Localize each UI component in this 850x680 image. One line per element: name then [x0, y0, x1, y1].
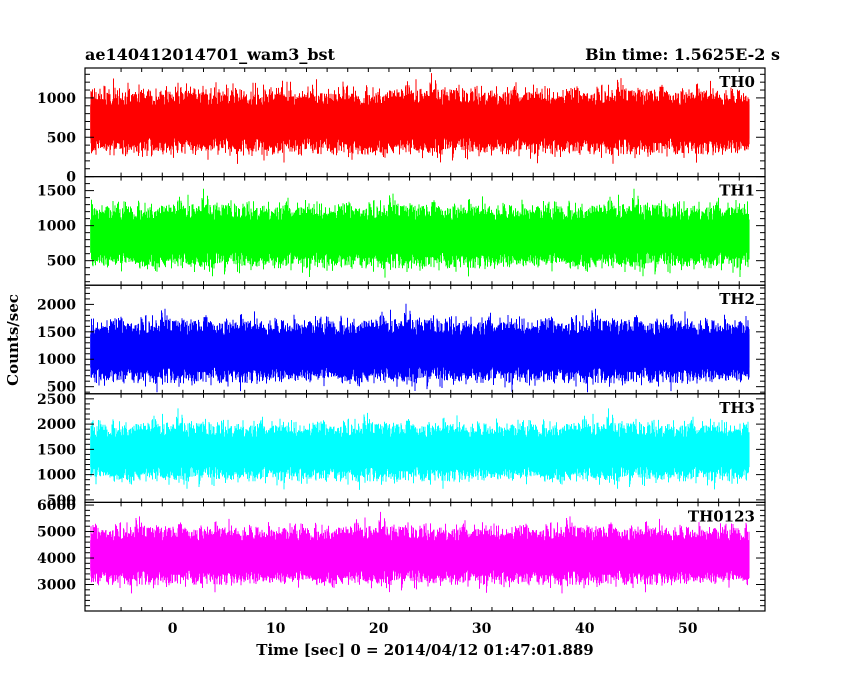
x-axis-label: Time [sec] 0 = 2014/04/12 01:47:01.889: [256, 641, 593, 659]
y-tick-label: 500: [47, 380, 76, 396]
x-tick-label: 40: [575, 621, 595, 637]
series-label-th0123: TH0123: [688, 507, 755, 525]
panels-group: 0 500 1000 TH0 500 1000 1500 TH1 500 1000 1500 2000…: [37, 67, 766, 612]
series-core-th2: [90, 334, 750, 368]
series-label-th0: TH0: [719, 73, 755, 91]
panel-th0123: 3000 4000 5000 6000 TH0123: [37, 498, 766, 612]
series-label-th2: TH2: [719, 290, 755, 308]
y-tick-label: 1500: [37, 325, 76, 341]
series-core-th3: [90, 436, 750, 468]
x-tick-label: 0: [168, 621, 178, 637]
y-tick-label: 1000: [37, 91, 76, 107]
y-tick-label: 1500: [37, 184, 76, 200]
y-tick-label: 5000: [37, 525, 76, 541]
y-tick-label: 1000: [37, 219, 76, 235]
y-tick-label: 1000: [37, 352, 76, 368]
series-label-th3: TH3: [719, 399, 755, 417]
panel-frame: [84, 501, 766, 612]
x-tick-label: 30: [472, 621, 492, 637]
y-tick-label: 2000: [37, 417, 76, 433]
panel-th2: 500 1000 1500 2000 TH2: [37, 284, 766, 396]
panel-th0: 0 500 1000 TH0: [37, 67, 766, 186]
panel-th3: 500 1000 1500 2000 2500 TH3: [37, 392, 766, 509]
y-tick-label: 1000: [37, 468, 76, 484]
x-tick-label: 20: [369, 621, 389, 637]
y-tick-label: 500: [47, 130, 76, 146]
x-tick-label: 10: [266, 621, 286, 637]
series-label-th1: TH1: [719, 182, 755, 200]
y-tick-label: 3000: [37, 578, 76, 594]
y-tick-label: 500: [47, 493, 76, 509]
x-axis: 0 10 20 30 40 50: [168, 621, 698, 637]
y-axis-label: Counts/sec: [4, 294, 22, 386]
y-tick-label: 500: [47, 254, 76, 270]
series-core-th0123: [90, 540, 750, 571]
series-core-th0: [90, 104, 750, 139]
y-tick-label: 4000: [37, 551, 76, 567]
panel-th1: 500 1000 1500 TH1: [37, 176, 766, 286]
chart-title-right: Bin time: 1.5625E-2 s: [585, 45, 780, 64]
chart-title-left: ae140412014701_wam3_bst: [85, 45, 336, 64]
y-tick-label: 6000: [37, 498, 76, 514]
y-tick-label: 2000: [37, 297, 76, 313]
y-tick-label: 1500: [37, 442, 76, 458]
y-tick-label: 2500: [37, 392, 76, 408]
series-core-th1: [90, 219, 750, 253]
y-tick-label: 0: [66, 170, 76, 186]
x-tick-label: 50: [678, 621, 698, 637]
